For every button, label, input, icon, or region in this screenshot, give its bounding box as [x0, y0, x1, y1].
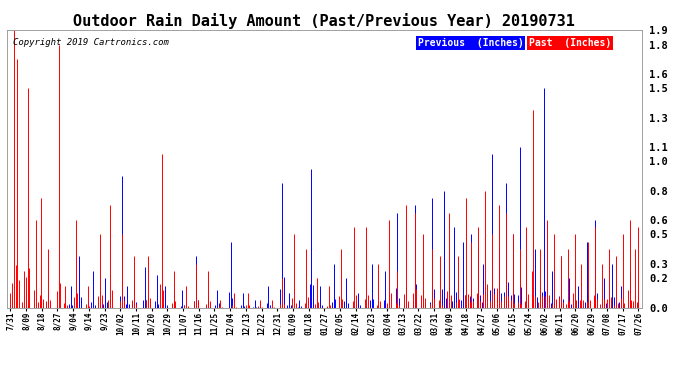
- Text: Copyright 2019 Cartronics.com: Copyright 2019 Cartronics.com: [13, 38, 169, 47]
- Text: Past  (Inches): Past (Inches): [529, 38, 611, 48]
- Text: Previous  (Inches): Previous (Inches): [417, 38, 524, 48]
- Title: Outdoor Rain Daily Amount (Past/Previous Year) 20190731: Outdoor Rain Daily Amount (Past/Previous…: [73, 13, 575, 29]
